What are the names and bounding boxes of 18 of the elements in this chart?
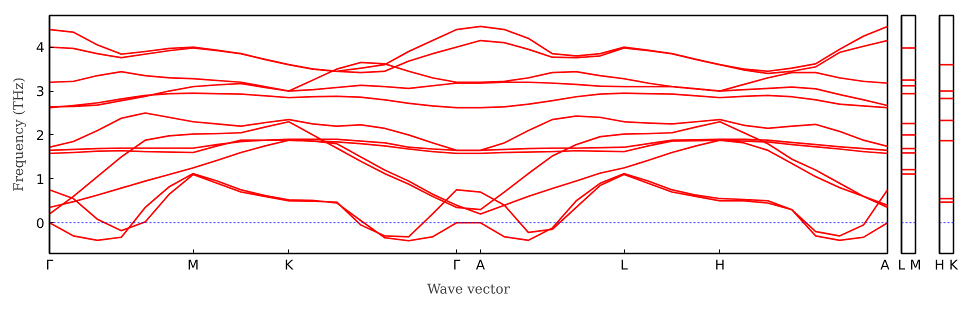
y-axis-title: Frequency (THz) — [12, 77, 28, 192]
x-tick-label: A — [476, 258, 486, 274]
x-tick-label: K — [949, 258, 960, 274]
y-tick-label: 0 — [36, 216, 45, 232]
x-tick-label: H — [934, 258, 945, 274]
x-tick-label: L — [898, 258, 906, 274]
y-tick-label: 4 — [36, 41, 45, 56]
y-tick-label: 3 — [36, 85, 45, 100]
x-tick-label: L — [620, 258, 628, 274]
x-axis-title: Wave vector — [427, 282, 511, 298]
x-tick-label: M — [187, 258, 199, 274]
x-tick-label: Γ — [46, 258, 54, 274]
x-tick-label: K — [284, 258, 295, 274]
y-tick-label: 2 — [36, 128, 45, 144]
x-tick-label: H — [714, 258, 725, 274]
x-tick-label: M — [910, 258, 922, 274]
y-tick-label: 1 — [36, 172, 45, 188]
x-tick-label: Γ — [452, 258, 461, 274]
